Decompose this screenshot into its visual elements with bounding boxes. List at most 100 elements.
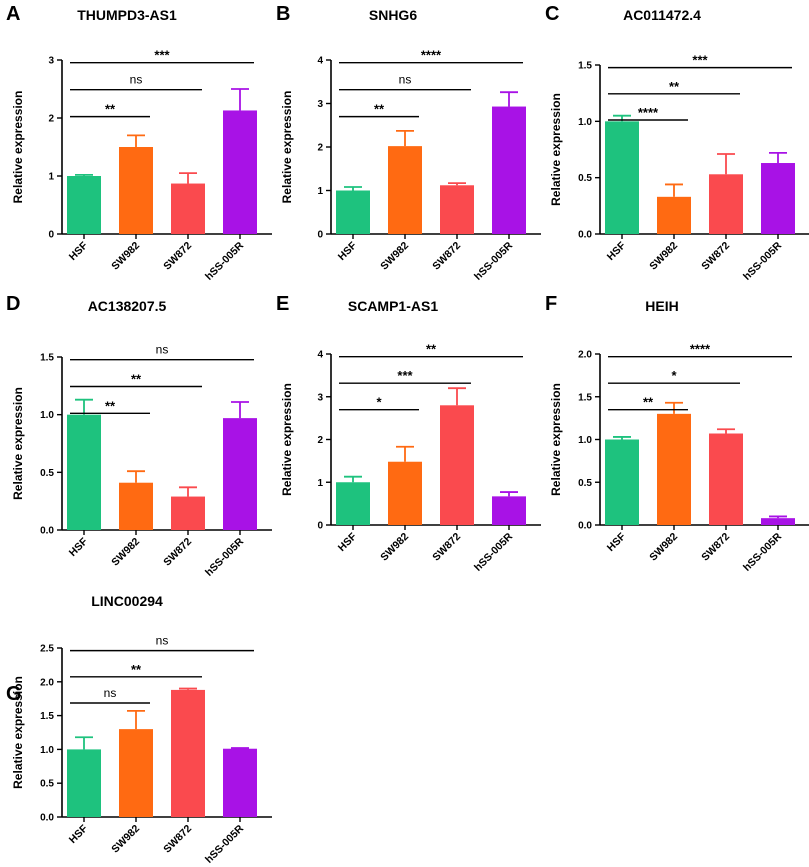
bar-sw872 xyxy=(440,405,474,525)
y-tick-label: 1 xyxy=(317,186,323,197)
panel-d: D AC138207.5 Relative expression 0.0 0.5 1.0 1… xyxy=(6,293,272,579)
panel-letter: F xyxy=(545,293,557,315)
bar-sw982 xyxy=(119,147,153,234)
x-tick-label: hSS-005R xyxy=(203,535,246,578)
panel-letter: E xyxy=(276,293,289,315)
y-tick-label: 0 xyxy=(317,521,323,532)
y-tick-label: 1.5 xyxy=(578,61,592,72)
y-tick-label: 0.0 xyxy=(578,521,592,532)
y-tick-label: 1.5 xyxy=(578,392,592,403)
x-tick-label: SW872 xyxy=(161,240,194,273)
x-tick-label: HSF xyxy=(336,239,360,263)
bar-sw982 xyxy=(119,482,153,530)
y-axis-label: Relative expression xyxy=(11,91,25,204)
y-tick-label: 0.0 xyxy=(578,230,592,241)
y-tick-label: 1.0 xyxy=(578,435,592,446)
y-axis-label: Relative expression xyxy=(280,383,294,496)
significance-label: ** xyxy=(105,398,116,413)
y-tick-label: 3 xyxy=(317,99,323,110)
bar-hsf xyxy=(605,439,639,525)
x-tick-label: SW872 xyxy=(161,536,194,569)
x-tick-label: SW982 xyxy=(109,823,142,856)
bar-hsf xyxy=(336,190,370,234)
panel-a: A THUMPD3-AS1 Relative expression 0 1 2 3 HSF SW… xyxy=(6,3,272,283)
significance-label: *** xyxy=(692,53,708,68)
significance-label: ** xyxy=(105,102,116,117)
significance-label: ns xyxy=(156,634,169,648)
y-tick-label: 2.5 xyxy=(40,644,54,655)
bar-hss-005r xyxy=(223,748,257,817)
y-tick-label: 2 xyxy=(317,435,323,446)
y-axis-label: Relative expression xyxy=(280,91,294,204)
bar-hss-005r xyxy=(492,106,526,234)
y-tick-label: 1.0 xyxy=(40,745,54,756)
bar-sw872 xyxy=(171,183,205,234)
y-tick-label: 0 xyxy=(48,230,54,241)
panel-letter: C xyxy=(545,3,559,25)
significance-label: *** xyxy=(154,48,170,63)
bar-sw982 xyxy=(388,146,422,234)
x-tick-label: hSS-005R xyxy=(741,239,784,282)
chart-title: AC138207.5 xyxy=(88,298,167,314)
chart-title: AC011472.4 xyxy=(623,7,701,23)
x-tick-label: SW872 xyxy=(699,531,732,564)
x-tick-label: SW982 xyxy=(378,531,411,564)
x-tick-label: SW872 xyxy=(430,531,463,564)
bar-sw872 xyxy=(171,496,205,530)
bar-sw982 xyxy=(119,729,153,817)
panel-b: B SNHG6 Relative expression 0 1 2 3 4 HSF SW982 SW… xyxy=(276,3,541,283)
significance-label: **** xyxy=(690,342,711,357)
x-tick-label: hSS-005R xyxy=(741,530,784,573)
bar-hss-005r xyxy=(223,110,257,234)
significance-label: ** xyxy=(374,102,385,117)
bar-hsf xyxy=(67,749,101,817)
y-tick-label: 0.5 xyxy=(578,173,592,184)
x-tick-label: SW872 xyxy=(699,240,732,273)
y-tick-label: 1 xyxy=(48,172,54,183)
x-tick-label: HSF xyxy=(605,530,629,554)
x-tick-label: SW872 xyxy=(430,240,463,273)
x-tick-label: HSF xyxy=(605,239,629,263)
y-tick-label: 1.0 xyxy=(40,410,54,421)
significance-label: ** xyxy=(643,395,654,410)
chart-title: HEIH xyxy=(645,298,678,314)
bar-sw982 xyxy=(388,461,422,525)
x-tick-label: SW872 xyxy=(161,823,194,856)
chart-title: SNHG6 xyxy=(369,7,417,23)
bar-sw982 xyxy=(657,196,691,234)
bar-hss-005r xyxy=(492,496,526,525)
bar-hsf xyxy=(67,176,101,234)
significance-label: ns xyxy=(130,73,143,87)
bar-hss-005r xyxy=(761,163,795,234)
y-tick-label: 1 xyxy=(317,478,323,489)
significance-label: *** xyxy=(397,368,413,383)
x-tick-label: SW982 xyxy=(647,531,680,564)
significance-label: * xyxy=(671,368,677,383)
y-tick-label: 0.5 xyxy=(40,468,54,479)
y-tick-label: 1.0 xyxy=(578,117,592,128)
panel-letter: D xyxy=(6,293,20,315)
y-tick-label: 0.0 xyxy=(40,526,54,537)
panel-letter: B xyxy=(276,3,290,25)
x-tick-label: SW982 xyxy=(109,536,142,569)
bar-hsf xyxy=(605,121,639,234)
y-tick-label: 4 xyxy=(317,350,323,361)
significance-label: ** xyxy=(131,662,142,677)
y-tick-label: 0.0 xyxy=(40,813,54,824)
bar-sw982 xyxy=(657,413,691,525)
x-tick-label: hSS-005R xyxy=(472,239,515,282)
bar-hsf xyxy=(67,414,101,530)
bar-hsf xyxy=(336,482,370,525)
bar-sw872 xyxy=(171,689,205,817)
panel-letter: G xyxy=(6,683,22,705)
significance-label: ns xyxy=(156,343,169,357)
y-tick-label: 3 xyxy=(317,392,323,403)
x-tick-label: hSS-005R xyxy=(203,239,246,282)
panel-letter: A xyxy=(6,3,20,25)
y-tick-label: 1.5 xyxy=(40,711,54,722)
x-tick-label: HSF xyxy=(67,239,91,263)
significance-label: ** xyxy=(426,342,437,357)
x-tick-label: SW982 xyxy=(647,240,680,273)
y-tick-label: 2.0 xyxy=(578,350,592,361)
x-tick-label: hSS-005R xyxy=(203,822,246,865)
